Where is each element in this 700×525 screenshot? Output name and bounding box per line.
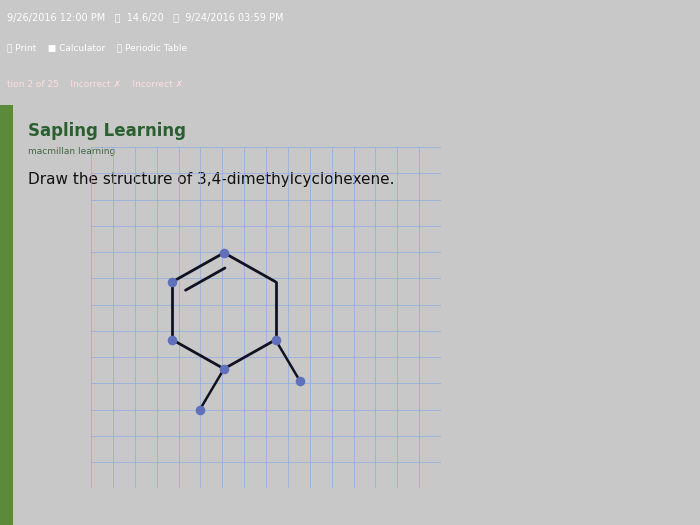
Point [167,335,178,344]
Point [295,377,306,385]
Text: 9/26/2016 12:00 PM   Ⓐ  14.6/20   Ⓢ  9/24/2016 03:59 PM: 9/26/2016 12:00 PM Ⓐ 14.6/20 Ⓢ 9/24/2016… [7,12,284,22]
Text: Sapling Learning: Sapling Learning [28,122,186,140]
Text: Draw the structure of 3,4-dimethylcyclohexene.: Draw the structure of 3,4-dimethylcycloh… [28,172,395,187]
Text: tion 2 of 25    Incorrect ✗    Incorrect ✗: tion 2 of 25 Incorrect ✗ Incorrect ✗ [7,79,183,89]
Point [194,406,205,414]
Bar [0,105,13,525]
Text: 🖨 Print    ■ Calculator    🖼 Periodic Table: 🖨 Print ■ Calculator 🖼 Periodic Table [7,43,187,53]
Point [167,278,178,286]
Point [218,249,230,257]
Text: macmillan learning: macmillan learning [28,147,116,156]
Point [270,335,281,344]
Point [218,364,230,373]
